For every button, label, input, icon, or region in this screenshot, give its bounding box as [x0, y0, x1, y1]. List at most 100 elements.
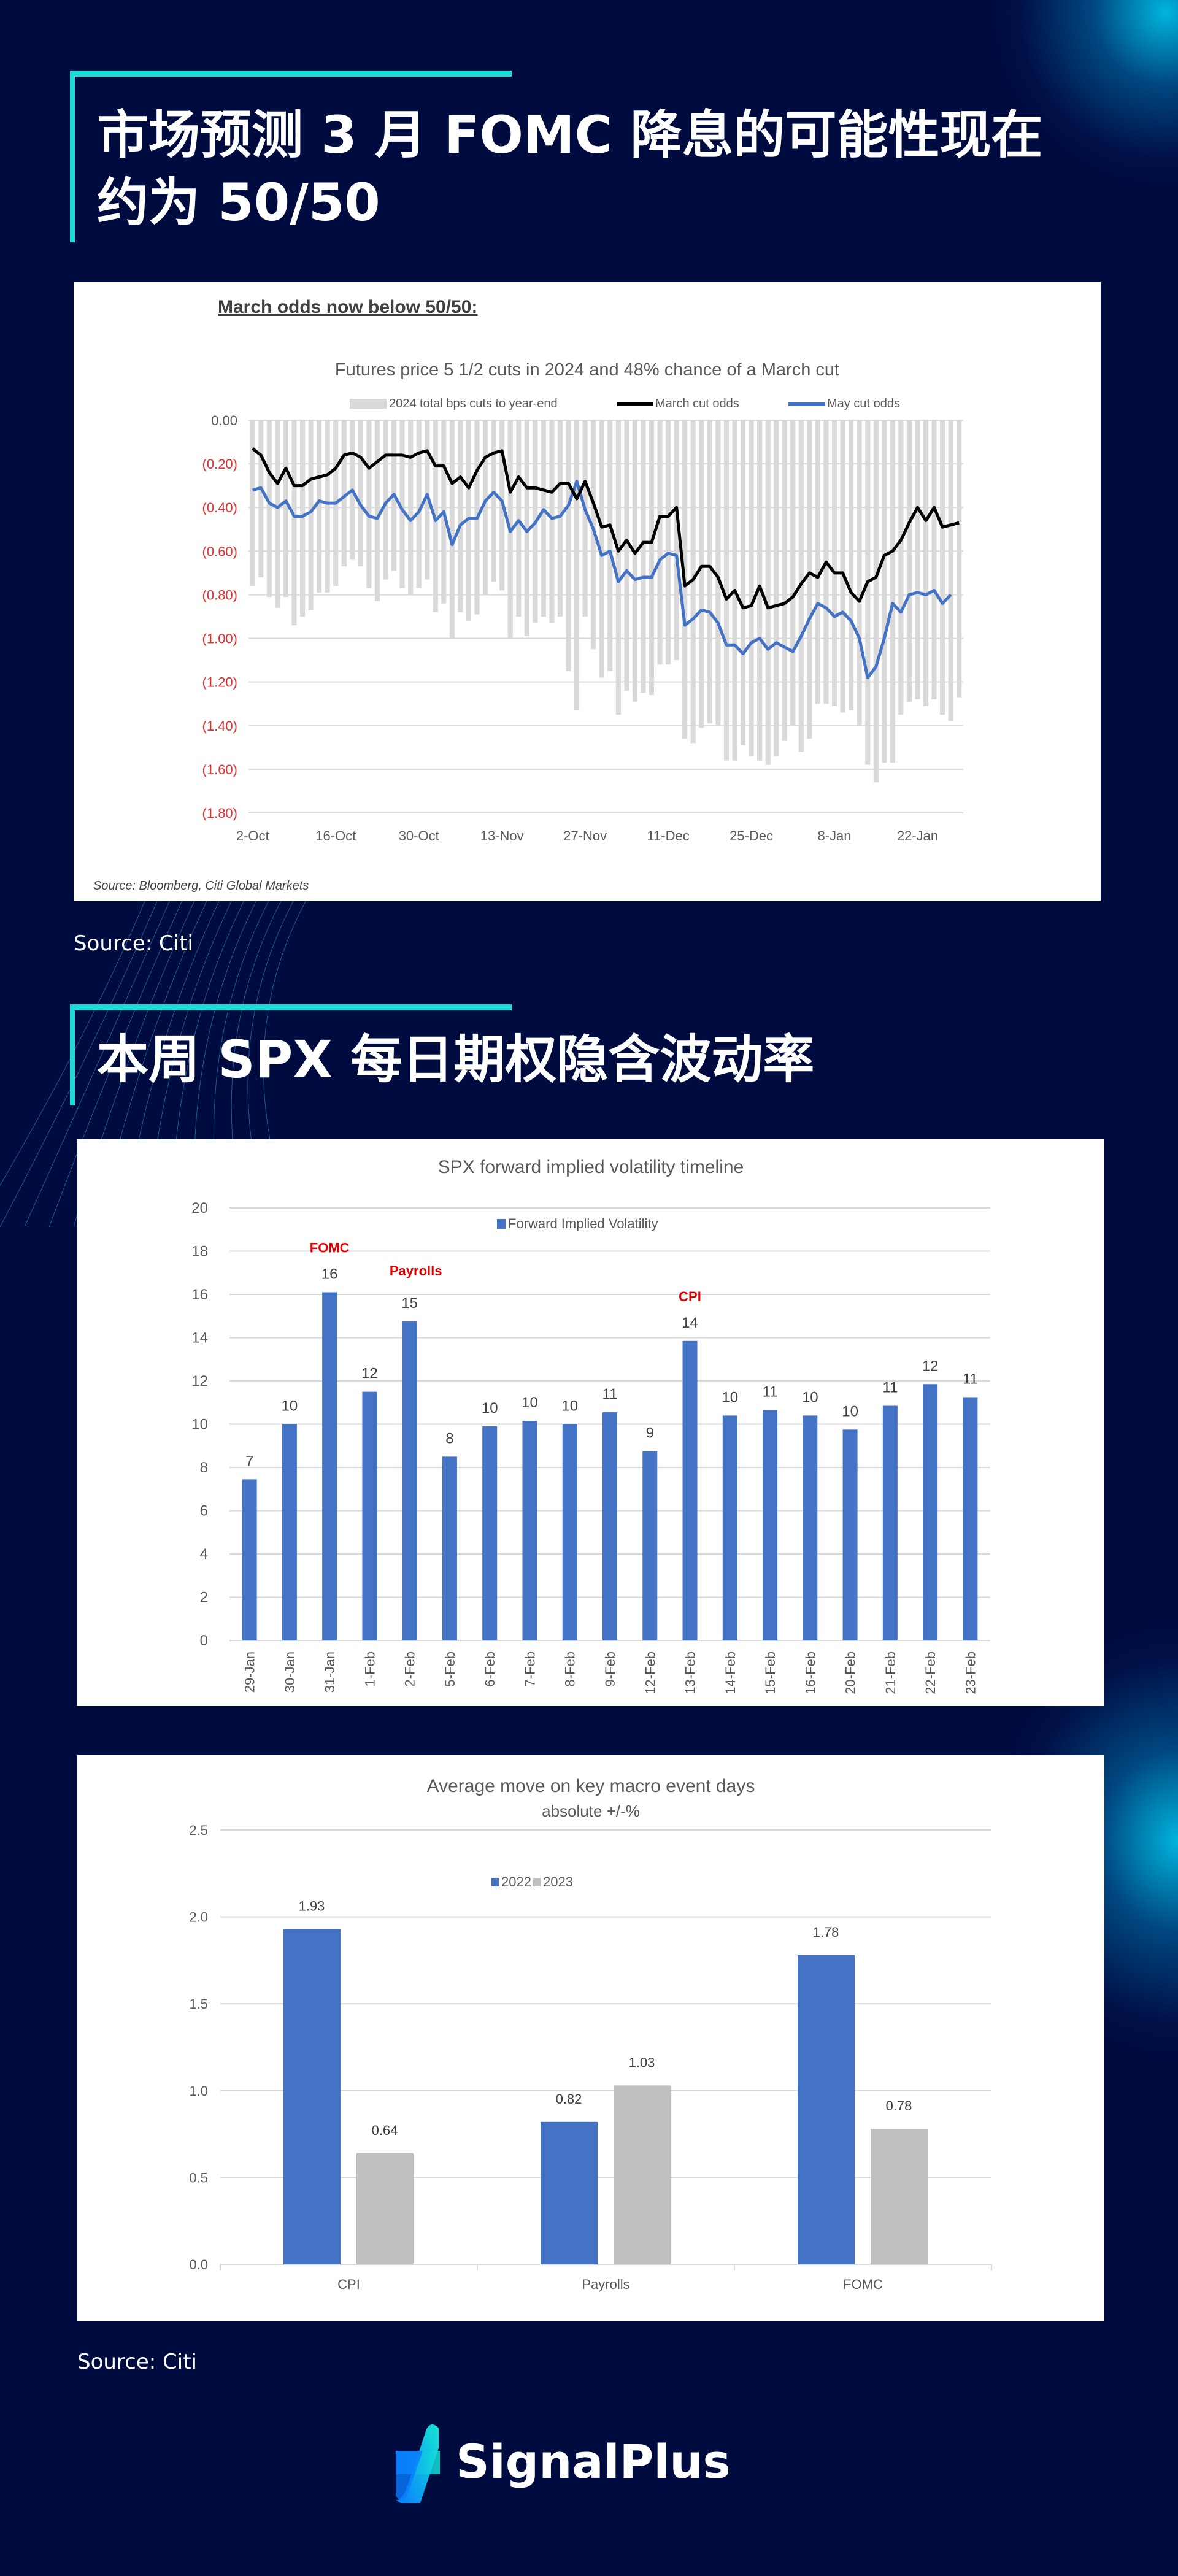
svg-text:Forward Implied Volatility: Forward Implied Volatility — [508, 1216, 658, 1231]
x-tick-label: 23-Feb — [963, 1651, 978, 1694]
accent-bar-left — [70, 1004, 75, 1105]
x-tick-label: 14-Feb — [723, 1651, 738, 1694]
source-label-2: Source: Citi — [77, 2350, 198, 2374]
chart-subtitle: absolute +/-% — [542, 1802, 640, 1820]
bar — [522, 1421, 537, 1640]
bar — [402, 1321, 417, 1640]
y-tick-label: 0 — [200, 1632, 208, 1649]
section-1-heading: 市场预测 3 月 FOMC 降息的可能性现在 约为 50/50 — [70, 71, 1113, 242]
y-tick-label: (1.00) — [202, 631, 237, 647]
chart-average-move-macro-days: Average move on key macro event days abso… — [189, 1776, 992, 2292]
brand-name: SignalPlus — [456, 2434, 731, 2489]
bar — [871, 2129, 928, 2264]
data-label: 1.93 — [299, 1898, 325, 1913]
bar — [482, 1426, 498, 1640]
y-tick-label: 8 — [200, 1459, 208, 1476]
y-tick-label: 2 — [200, 1590, 208, 1606]
chart-spx-forward-implied-vol: SPX forward implied volatility timeline F… — [191, 1157, 990, 1694]
bar — [642, 1451, 658, 1640]
data-label: 10 — [722, 1389, 738, 1405]
y-tick-label: 0.5 — [189, 2170, 208, 2185]
y-tick-label: 2.5 — [189, 1823, 208, 1838]
chart-legend: Forward Implied Volatility — [497, 1216, 658, 1231]
data-label: 1.03 — [629, 2055, 655, 2070]
x-tick-label: 27-Nov — [563, 828, 607, 844]
x-tick-label: 22-Feb — [923, 1651, 938, 1694]
bar — [322, 1292, 337, 1640]
data-label: 15 — [401, 1295, 418, 1312]
accent-bar-top — [70, 1004, 512, 1010]
chart-heading: March odds now below 50/50: — [218, 297, 477, 317]
x-tick-label: 30-Oct — [399, 828, 439, 844]
bar — [562, 1424, 577, 1640]
y-tick-label: 16 — [191, 1286, 208, 1303]
chart-title: Average move on key macro event days — [427, 1776, 755, 1796]
data-label: 12 — [922, 1358, 939, 1374]
chart-title: Futures price 5 1/2 cuts in 2024 and 48%… — [335, 360, 839, 380]
data-label: 10 — [282, 1398, 298, 1415]
x-tick-label: 15-Feb — [763, 1651, 778, 1694]
data-label: 10 — [482, 1400, 498, 1417]
section-1-title-line-1: 市场预测 3 月 FOMC 降息的可能性现在 — [97, 105, 1043, 165]
svg-text:March cut odds: March cut odds — [655, 397, 739, 410]
y-tick-label: 1.5 — [189, 1996, 208, 2012]
svg-text:2024 total bps cuts to year-en: 2024 total bps cuts to year-end — [389, 397, 558, 410]
accent-bar-left — [70, 71, 75, 242]
y-tick-label: 0.0 — [189, 2257, 208, 2272]
data-label: 9 — [646, 1425, 654, 1442]
bar — [356, 2153, 414, 2264]
bar — [963, 1397, 978, 1640]
x-tick-label: 22-Jan — [897, 828, 938, 844]
svg-text:2023: 2023 — [543, 1874, 573, 1890]
data-label: 11 — [882, 1380, 898, 1396]
y-tick-label: (0.40) — [202, 500, 237, 515]
y-tick-label: 6 — [200, 1503, 208, 1520]
y-tick-label: 18 — [191, 1244, 208, 1260]
x-tick-label: 20-Feb — [843, 1651, 858, 1694]
bar — [283, 1929, 341, 2264]
y-tick-label: (1.80) — [202, 805, 237, 821]
bar — [842, 1429, 858, 1640]
data-label: 0.82 — [556, 2091, 582, 2107]
data-label: 16 — [321, 1266, 338, 1282]
y-tick-label: 12 — [191, 1373, 208, 1390]
bar — [602, 1412, 617, 1640]
event-annotation: FOMC — [310, 1240, 350, 1255]
x-tick-label: 7-Feb — [522, 1651, 537, 1686]
x-tick-label: 30-Jan — [282, 1651, 298, 1693]
x-tick-label: 9-Feb — [602, 1651, 618, 1686]
svg-text:2022: 2022 — [501, 1874, 531, 1890]
data-label: 10 — [561, 1398, 578, 1415]
x-tick-label: 29-Jan — [242, 1651, 258, 1693]
y-tick-label: 4 — [200, 1546, 208, 1563]
event-annotation: Payrolls — [390, 1263, 442, 1278]
x-tick-label: 5-Feb — [442, 1651, 458, 1686]
data-label: 11 — [963, 1371, 978, 1387]
bar — [803, 1415, 818, 1640]
y-tick-label: (0.20) — [202, 456, 237, 472]
x-tick-label: 25-Dec — [730, 828, 773, 844]
bar — [541, 2121, 598, 2264]
x-tick-label: CPI — [337, 2277, 360, 2292]
accent-bar-top — [70, 71, 512, 77]
data-label: 0.78 — [886, 2098, 912, 2113]
y-tick-label: (0.60) — [202, 544, 237, 559]
y-tick-label: 10 — [191, 1417, 208, 1433]
bar — [282, 1424, 297, 1640]
event-annotation: CPI — [679, 1289, 701, 1304]
x-tick-label: 2-Oct — [236, 828, 269, 844]
y-tick-label: (1.40) — [202, 718, 237, 734]
data-label: 12 — [361, 1366, 378, 1382]
y-tick-label: 20 — [191, 1200, 208, 1217]
chart-card-march-odds: March odds now below 50/50: Futures price… — [74, 282, 1101, 901]
data-label: 8 — [445, 1430, 453, 1447]
chart-march-cut-odds: March odds now below 50/50: Futures price… — [93, 297, 963, 893]
y-tick-label: 0.00 — [211, 413, 237, 428]
bar — [722, 1415, 737, 1640]
data-label: 14 — [682, 1315, 698, 1331]
x-tick-label: 8-Jan — [818, 828, 852, 844]
y-tick-label: (0.80) — [202, 587, 237, 602]
x-tick-label: 2-Feb — [402, 1651, 418, 1686]
x-tick-label: 13-Nov — [480, 828, 524, 844]
y-tick-label: 2.0 — [189, 1910, 208, 1925]
